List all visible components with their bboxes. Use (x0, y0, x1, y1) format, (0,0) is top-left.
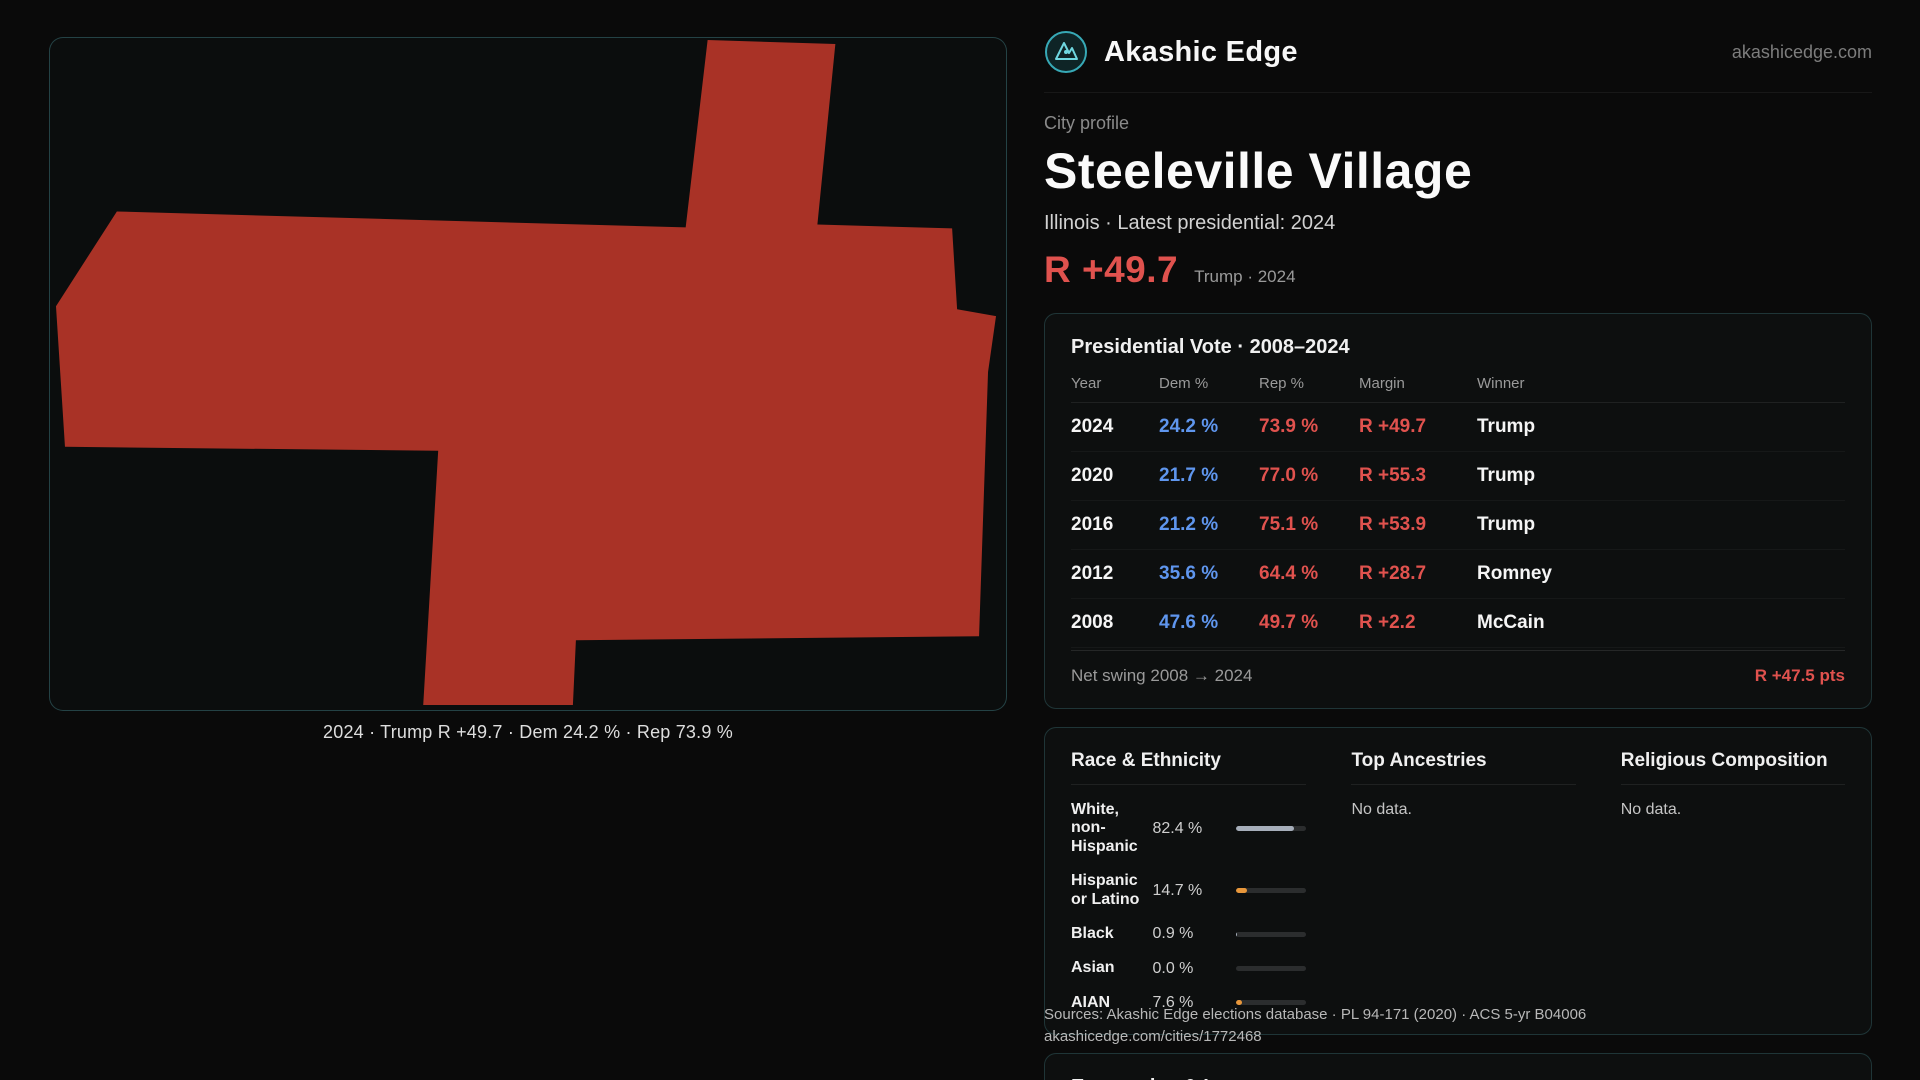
site-header: Akashic Edge akashicedge.com (1044, 0, 1872, 93)
religious-composition-section: Religious Composition No data. (1620, 750, 1845, 1012)
table-row: 2008 47.6 % 49.7 % R +2.2 McCain (1071, 599, 1845, 648)
race-bar-fill (1236, 1000, 1242, 1006)
ancestries-section-title: Top Ancestries (1351, 750, 1576, 785)
dem-cell: 47.6 % (1159, 612, 1219, 633)
rep-cell: 75.1 % (1259, 514, 1319, 535)
winner-cell: Romney (1477, 563, 1552, 584)
economics-card-title: Economics & Language (1071, 1076, 1845, 1080)
col-winner: Winner (1477, 375, 1525, 392)
table-row: 2020 21.7 % 77.0 % R +55.3 Trump (1071, 452, 1845, 501)
religion-section-title: Religious Composition (1620, 750, 1845, 785)
race-label: Hispanic or Latino (1071, 872, 1140, 908)
list-item: AIAN 7.6 % (1071, 993, 1307, 1012)
vote-table-header: Year Dem % Rep % Margin Winner (1071, 375, 1845, 403)
rep-cell: 73.9 % (1259, 416, 1319, 437)
margin-note: Trump · 2024 (1194, 267, 1296, 286)
top-ancestries-section: Top Ancestries No data. (1351, 750, 1576, 1012)
year-cell: 2016 (1071, 514, 1114, 535)
religion-empty-state: No data. (1620, 801, 1682, 818)
list-item: Hispanic or Latino 14.7 % (1071, 872, 1307, 909)
right-column: Akashic Edge akashicedge.com City profil… (1044, 0, 1872, 1080)
headline-margin: R +49.7 Trump · 2024 (1044, 249, 1872, 291)
race-bar (1236, 826, 1307, 832)
winner-cell: McCain (1477, 612, 1545, 633)
col-rep: Rep % (1259, 375, 1305, 392)
race-ethnicity-section: Race & Ethnicity White, non-Hispanic 82.… (1071, 750, 1307, 1012)
year-cell: 2012 (1071, 563, 1114, 584)
margin-cell: R +2.2 (1359, 612, 1416, 633)
col-margin: Margin (1359, 375, 1405, 392)
dem-cell: 24.2 % (1159, 416, 1219, 437)
page-footer: Sources: Akashic Edge elections database… (1044, 1006, 1586, 1045)
dem-cell: 35.6 % (1159, 563, 1219, 584)
economics-card: Economics & Language Median HH income $6… (1044, 1053, 1872, 1080)
margin-cell: R +49.7 (1359, 416, 1427, 437)
rep-cell: 77.0 % (1259, 465, 1319, 486)
race-value: 0.0 % (1152, 959, 1194, 977)
table-row: 2016 21.2 % 75.1 % R +53.9 Trump (1071, 501, 1845, 550)
race-bar (1236, 931, 1307, 937)
net-swing-label: Net swing 2008 → 2024 (1071, 666, 1253, 685)
race-bar (1236, 966, 1307, 972)
winner-cell: Trump (1477, 416, 1536, 437)
race-section-title: Race & Ethnicity (1071, 750, 1307, 785)
demographics-card: Race & Ethnicity White, non-Hispanic 82.… (1044, 727, 1872, 1036)
list-item: White, non-Hispanic 82.4 % (1071, 801, 1307, 856)
vote-card-title: Presidential Vote · 2008–2024 (1071, 336, 1350, 358)
table-row: 2012 35.6 % 64.4 % R +28.7 Romney (1071, 550, 1845, 599)
eyebrow-label: City profile (1044, 113, 1130, 133)
race-bar-fill (1236, 931, 1238, 937)
city-permalink[interactable]: akashicedge.com/cities/1772468 (1044, 1028, 1262, 1045)
col-dem: Dem % (1159, 375, 1209, 392)
city-map-panel (49, 37, 1007, 711)
race-bar-fill (1236, 888, 1247, 894)
ancestries-empty-state: No data. (1351, 801, 1412, 818)
col-year: Year (1071, 375, 1102, 392)
map-caption: 2024 · Trump R +49.7 · Dem 24.2 % · Rep … (323, 722, 733, 742)
margin-cell: R +53.9 (1359, 514, 1427, 535)
year-cell: 2020 (1071, 465, 1114, 486)
race-value: 82.4 % (1152, 819, 1203, 837)
race-label: AIAN (1071, 993, 1111, 1011)
site-domain-link[interactable]: akashicedge.com (1731, 41, 1872, 62)
winner-cell: Trump (1477, 514, 1536, 535)
state-and-latest-election: Illinois · Latest presidential: 2024 (1044, 212, 1336, 234)
rep-cell: 64.4 % (1259, 563, 1319, 584)
year-cell: 2024 (1071, 416, 1114, 437)
presidential-vote-card: Presidential Vote · 2008–2024 Year Dem %… (1044, 313, 1872, 709)
net-swing-value: R +47.5 pts (1754, 666, 1845, 685)
winner-cell: Trump (1477, 465, 1536, 486)
dem-cell: 21.2 % (1159, 514, 1219, 535)
brand-name: Akashic Edge (1104, 35, 1298, 68)
page-title: Steeleville Village (1044, 143, 1473, 199)
margin-cell: R +28.7 (1359, 563, 1427, 584)
margin-value: R +49.7 (1044, 249, 1179, 290)
race-bar-fill (1236, 826, 1295, 832)
race-value: 14.7 % (1152, 881, 1203, 899)
race-value: 7.6 % (1152, 993, 1194, 1011)
dem-cell: 21.7 % (1159, 465, 1219, 486)
net-swing-row: Net swing 2008 → 2024 R +47.5 pts (1071, 650, 1845, 686)
year-cell: 2008 (1071, 612, 1114, 633)
margin-cell: R +55.3 (1359, 465, 1427, 486)
race-bar (1236, 888, 1307, 894)
city-boundary-polygon (55, 39, 997, 706)
race-value: 0.9 % (1152, 925, 1194, 943)
race-label: White, non-Hispanic (1071, 801, 1138, 855)
list-item: Asian 0.0 % (1071, 959, 1307, 977)
city-map (55, 39, 997, 706)
akashic-edge-logo-icon (1045, 31, 1087, 73)
table-row: 2024 24.2 % 73.9 % R +49.7 Trump (1071, 403, 1845, 452)
list-item: Black 0.9 % (1071, 924, 1307, 943)
sources-line: Sources: Akashic Edge elections database… (1044, 1006, 1587, 1023)
rep-cell: 49.7 % (1259, 612, 1319, 633)
race-label: Black (1071, 924, 1114, 942)
race-bar (1236, 1000, 1307, 1006)
race-label: Asian (1071, 959, 1115, 977)
